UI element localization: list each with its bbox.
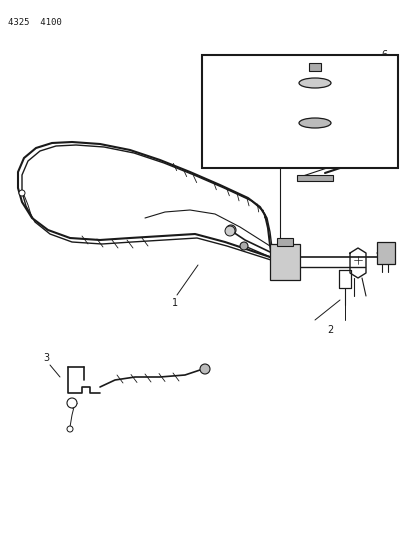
Bar: [270, 244, 300, 280]
Bar: [377, 242, 395, 264]
Text: 4: 4: [212, 152, 218, 162]
Circle shape: [67, 426, 73, 432]
Text: 1: 1: [172, 298, 178, 308]
Bar: [277, 238, 293, 246]
Circle shape: [240, 242, 248, 250]
Ellipse shape: [299, 78, 331, 88]
Text: 5: 5: [238, 78, 244, 88]
Circle shape: [19, 190, 25, 196]
Bar: [297, 175, 333, 181]
Text: 6: 6: [381, 50, 387, 60]
Bar: [202, 55, 398, 168]
Circle shape: [225, 226, 235, 236]
Ellipse shape: [299, 118, 331, 128]
Circle shape: [200, 364, 210, 374]
Text: 3: 3: [43, 353, 49, 363]
Text: 4325  4100: 4325 4100: [8, 18, 62, 27]
Circle shape: [226, 225, 236, 235]
Bar: [309, 63, 321, 71]
Circle shape: [67, 398, 77, 408]
Text: 2: 2: [327, 325, 333, 335]
Text: 7: 7: [387, 152, 393, 162]
